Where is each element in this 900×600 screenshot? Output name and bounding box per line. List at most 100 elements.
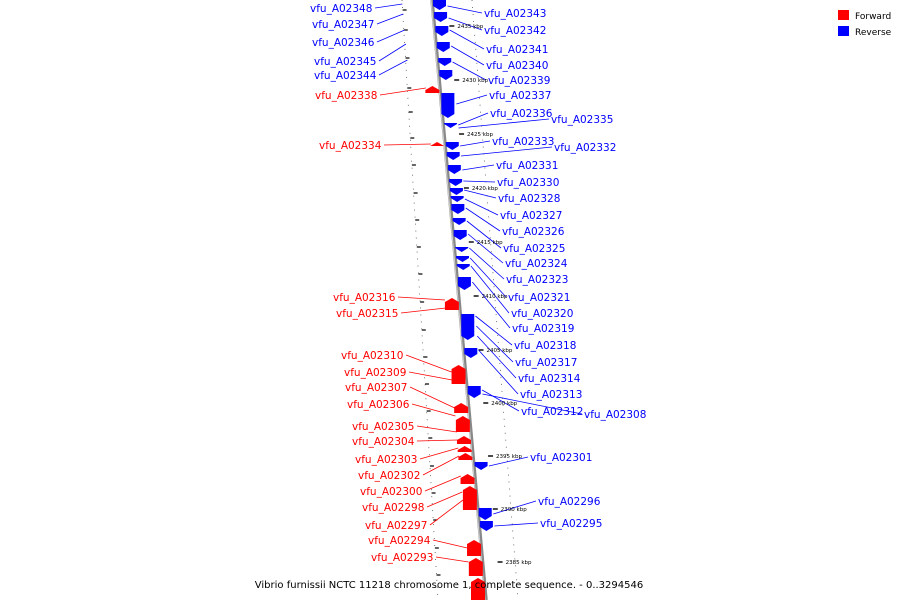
reverse-gene-label: vfu_A02330 xyxy=(497,177,559,189)
label-leader-line xyxy=(379,87,426,96)
label-leader-line xyxy=(476,325,514,363)
label-leader-line xyxy=(452,61,487,81)
label-leader-line xyxy=(460,140,491,147)
tick-label: 2385 kbp xyxy=(506,560,532,566)
reverse-gene-label: vfu_A02333 xyxy=(492,136,554,148)
reverse-gene-label: vfu_A02324 xyxy=(505,258,568,270)
label-leader-line xyxy=(429,499,464,526)
label-leader-line xyxy=(378,59,408,76)
reverse-gene-label: vfu_A02331 xyxy=(496,160,558,172)
reverse-gene-label: vfu_A02295 xyxy=(540,518,602,530)
label-leader-line xyxy=(376,13,404,25)
tick-label: 2405 kbp xyxy=(487,348,513,354)
reverse-gene-label: vfu_A02342 xyxy=(484,25,546,37)
legend-forward-label: Forward xyxy=(855,12,891,22)
label-leader-line xyxy=(458,118,550,129)
forward-gene-label: vfu_A02293 xyxy=(371,552,433,564)
reverse-gene-label: vfu_A02319 xyxy=(512,323,574,335)
forward-gene-label: vfu_A02307 xyxy=(345,382,407,394)
reverse-gene-feature xyxy=(436,42,450,52)
reverse-gene-feature xyxy=(449,188,463,195)
reverse-gene-label: vfu_A02313 xyxy=(520,389,582,401)
reverse-gene-feature xyxy=(450,196,464,202)
forward-gene-feature xyxy=(471,578,485,600)
tick-label: 2430 kbp xyxy=(462,78,488,84)
forward-gene-label: vfu_A02294 xyxy=(368,535,431,547)
tick-label: 2420 kbp xyxy=(472,186,498,192)
label-leader-line xyxy=(482,393,583,415)
forward-gene-feature xyxy=(460,474,475,484)
reverse-gene-label: vfu_A02326 xyxy=(502,226,565,238)
label-leader-line xyxy=(416,439,458,442)
label-leader-line xyxy=(462,164,495,171)
reverse-gene-label: vfu_A02332 xyxy=(554,142,616,154)
reverse-gene-label: vfu_A02341 xyxy=(486,44,548,56)
label-leader-line xyxy=(397,296,446,301)
forward-gene-label: vfu_A02302 xyxy=(358,470,420,482)
reverse-gene-label: vfu_A02335 xyxy=(551,114,613,126)
label-leader-line xyxy=(408,371,453,381)
label-leader-line xyxy=(464,189,497,199)
label-leader-line xyxy=(461,146,553,157)
reverse-gene-label: vfu_A02340 xyxy=(486,60,548,72)
reverse-gene-feature xyxy=(435,26,449,36)
reverse-gene-feature xyxy=(445,142,459,150)
forward-gene-label: vfu_A02298 xyxy=(362,502,424,514)
label-leader-line xyxy=(481,389,520,412)
forward-gene-feature xyxy=(444,298,459,310)
tick-label: 2410 kbp xyxy=(482,294,508,300)
tick-label: 2415 kbp xyxy=(477,240,503,246)
forward-gene-feature xyxy=(454,403,469,413)
reverse-gene-label: vfu_A02323 xyxy=(506,274,568,286)
reverse-gene-feature xyxy=(479,521,493,531)
legend-reverse-label: Reverse xyxy=(855,28,892,38)
label-leader-line xyxy=(374,3,403,9)
forward-gene-label: vfu_A02315 xyxy=(336,308,398,320)
label-leader-line xyxy=(424,475,461,492)
reverse-gene-feature xyxy=(456,264,470,270)
forward-gene-label: vfu_A02297 xyxy=(365,520,427,532)
reverse-gene-feature xyxy=(447,165,461,174)
legend-reverse-swatch xyxy=(838,26,849,36)
label-leader-line xyxy=(447,5,483,14)
reverse-gene-label: vfu_A02347 xyxy=(312,19,374,31)
reverse-gene-feature xyxy=(438,58,452,66)
reverse-gene-feature xyxy=(444,123,458,128)
label-leader-line xyxy=(488,456,529,467)
tick-label: 2395 kbp xyxy=(496,454,522,460)
label-leader-line xyxy=(448,17,483,31)
forward-gene-feature xyxy=(462,486,477,510)
label-leader-line xyxy=(409,386,455,409)
reverse-gene-label: vfu_A02312 xyxy=(521,406,583,418)
label-leader-line xyxy=(472,281,511,329)
forward-gene-label: vfu_A02300 xyxy=(360,486,422,498)
reverse-gene-feature xyxy=(467,386,481,398)
reverse-gene-feature xyxy=(433,0,446,10)
tick-labels: 2435 kbp 2430 kbp 2425 kbp 2420 kbp 2415 kbp… xyxy=(457,24,532,566)
reverse-gene-feature xyxy=(439,70,453,80)
label-leader-line xyxy=(419,447,459,460)
reverse-gene-label: vfu_A02325 xyxy=(503,243,565,255)
reverse-gene-label: vfu_A02339 xyxy=(488,75,550,87)
legend: Forward Reverse xyxy=(838,10,892,38)
forward-gene-feature xyxy=(451,365,466,384)
label-leader-line xyxy=(464,198,499,216)
reverse-gene-label: vfu_A02336 xyxy=(490,108,553,120)
reverse-gene-feature xyxy=(474,462,488,470)
label-leader-line xyxy=(450,45,485,66)
label-leader-line xyxy=(411,403,456,417)
label-leader-line xyxy=(432,539,468,549)
reverse-gene-label: vfu_A02296 xyxy=(538,496,601,508)
forward-gene-feature xyxy=(425,86,440,93)
forward-gene-label: vfu_A02338 xyxy=(315,90,377,102)
label-leader-line xyxy=(469,257,507,298)
label-leader-line xyxy=(405,354,452,373)
forward-gene-label: vfu_A02303 xyxy=(355,454,417,466)
reverse-gene-label: vfu_A02321 xyxy=(508,292,570,304)
label-leader-line xyxy=(378,43,407,62)
forward-gene-feature xyxy=(456,436,471,444)
forward-gene-feature xyxy=(455,416,470,432)
forward-gene-label: vfu_A02309 xyxy=(344,367,406,379)
reverse-gene-feature xyxy=(457,277,471,290)
tick-label: 2400 kbp xyxy=(491,401,517,407)
